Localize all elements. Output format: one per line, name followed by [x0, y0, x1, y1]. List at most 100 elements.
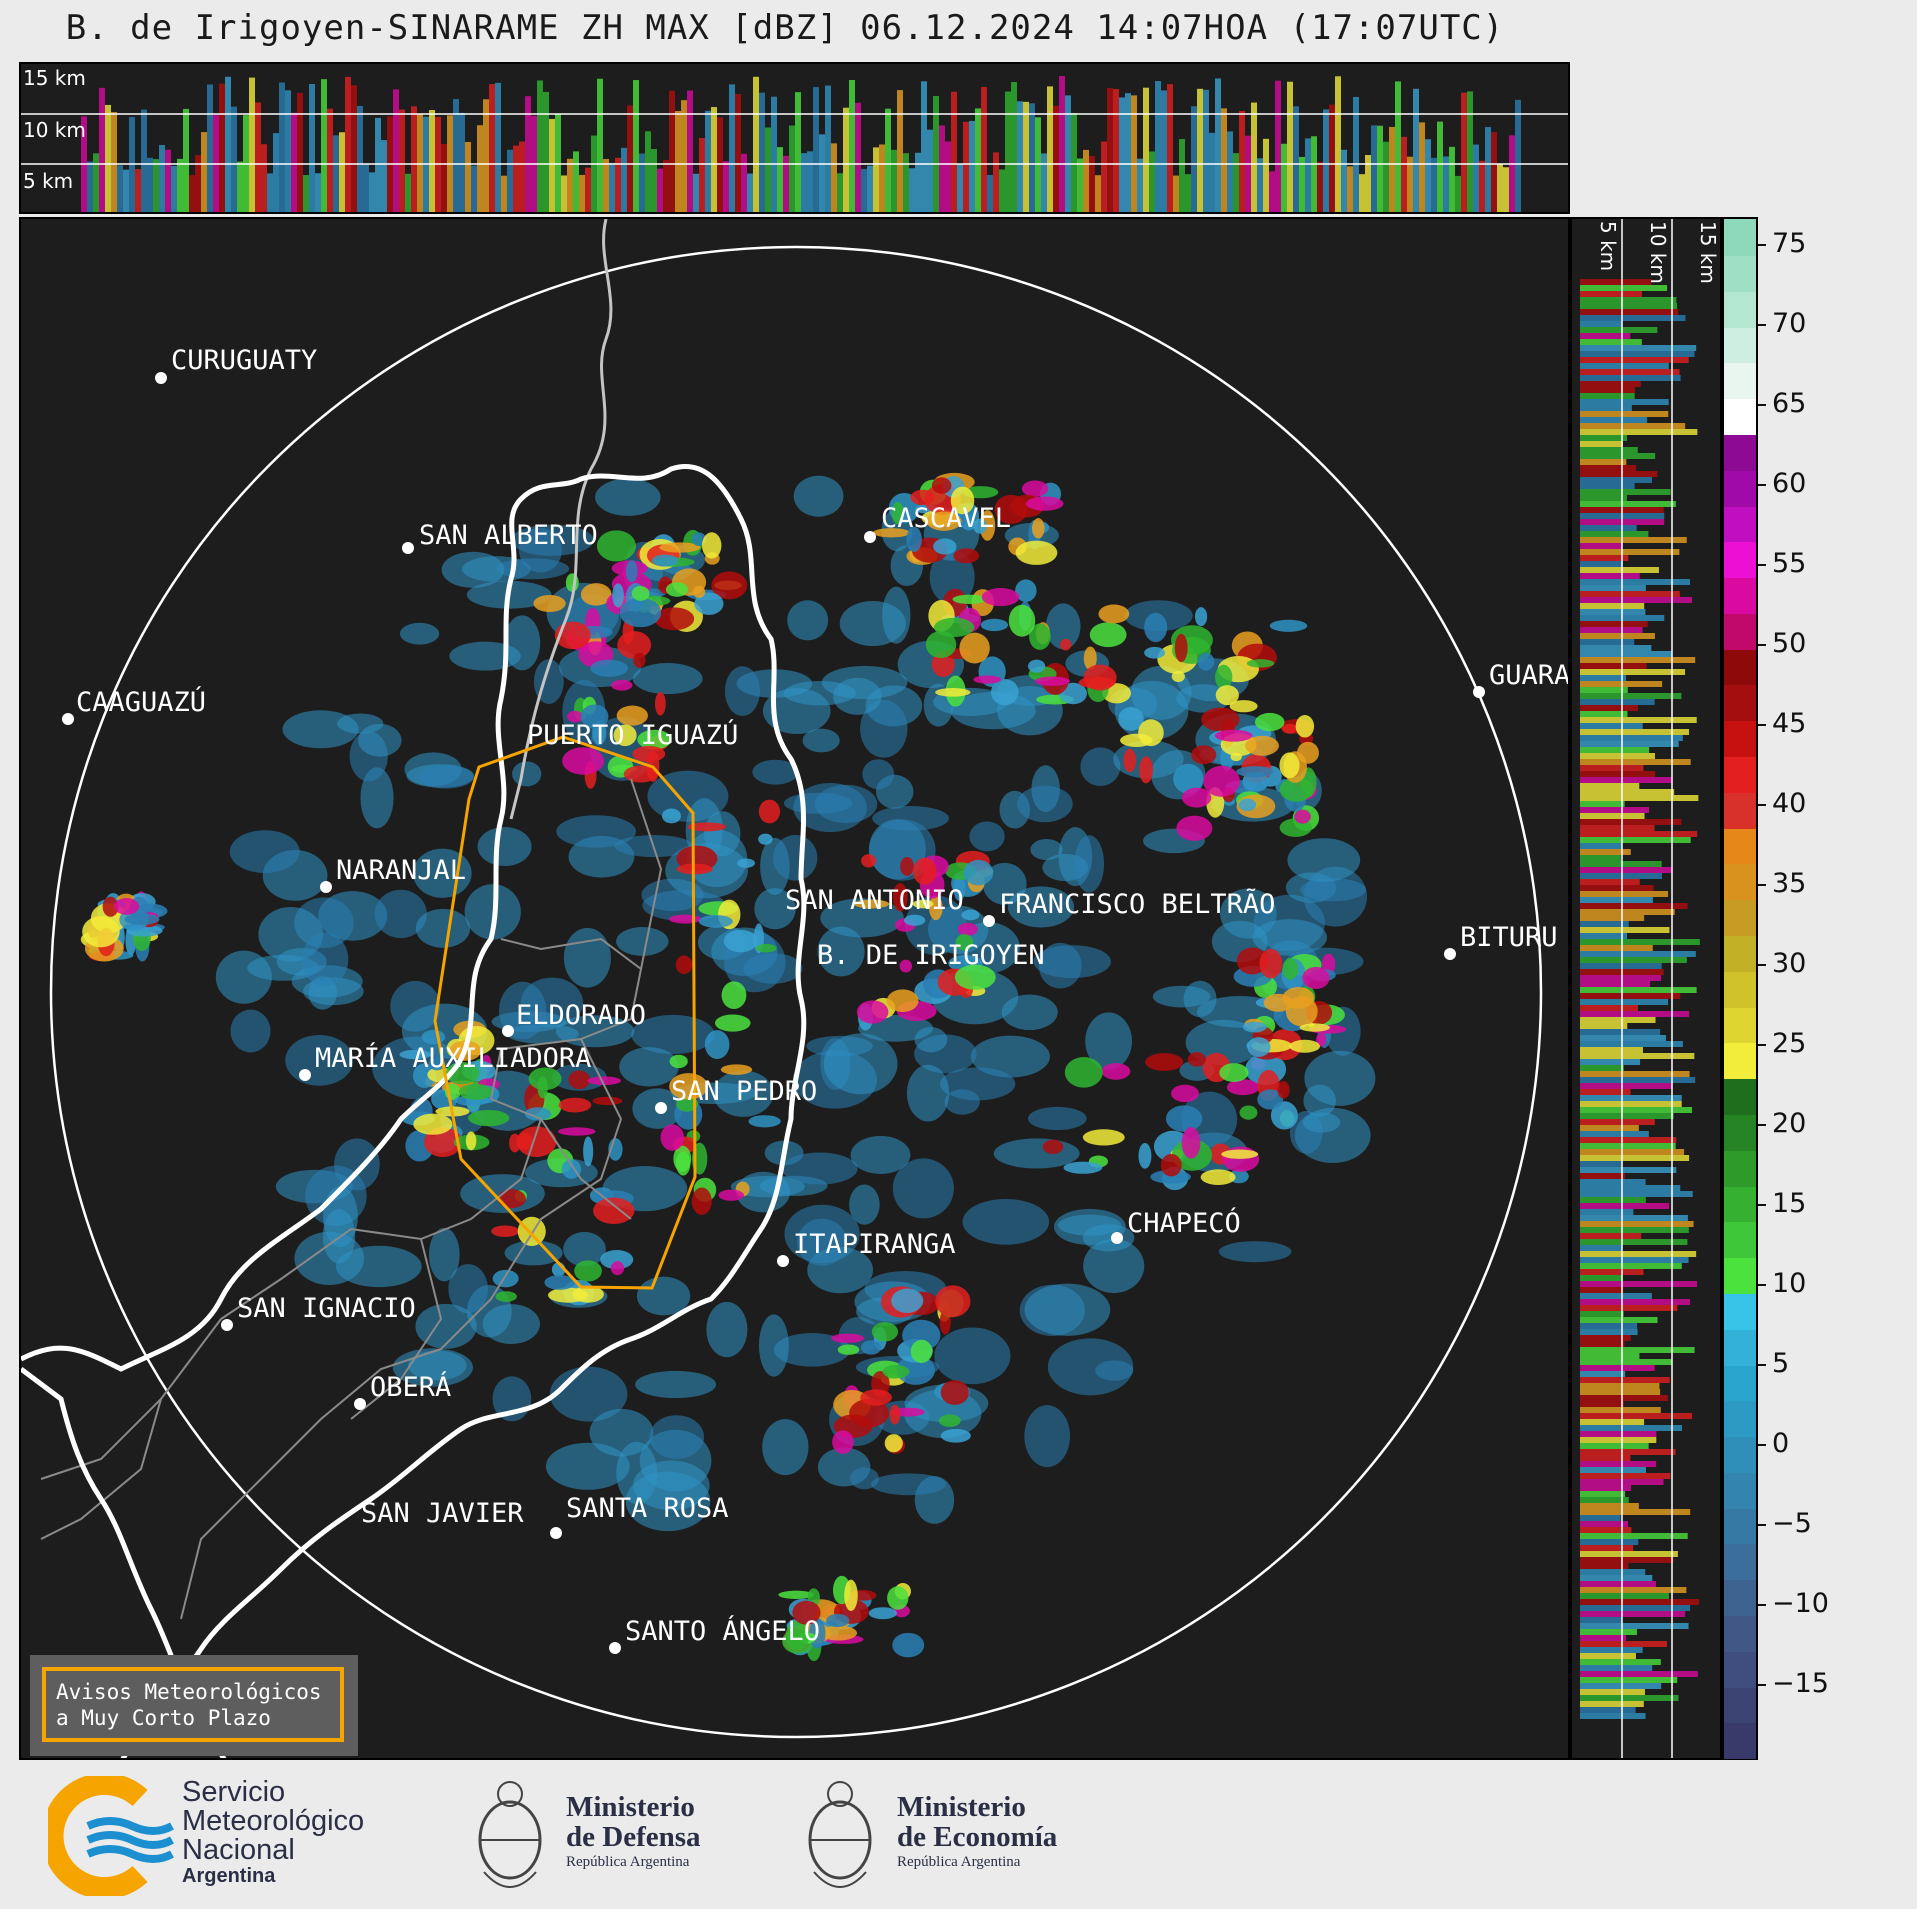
- profile-column: [627, 105, 633, 212]
- profile-column: [1173, 175, 1179, 212]
- echo-cell: [860, 1340, 882, 1355]
- echo-cell: [1074, 835, 1105, 893]
- profile-column: [255, 102, 261, 212]
- profile-column: [717, 117, 723, 212]
- colorbar-tick-label: 15: [1772, 1188, 1807, 1219]
- profile-row: [1580, 783, 1640, 789]
- profile-column: [1437, 121, 1443, 212]
- profile-row: [1580, 1047, 1643, 1053]
- colorbar-segment: [1724, 1364, 1756, 1402]
- echo-cell: [926, 511, 962, 531]
- profile-row: [1580, 1503, 1639, 1509]
- alt-vlabel-15km: 15 km: [1696, 221, 1720, 284]
- profile-row: [1580, 651, 1672, 657]
- profile-row: [1580, 501, 1676, 507]
- echo-cell: [408, 1350, 467, 1381]
- echo-cell: [826, 1613, 850, 1628]
- place-label: CHAPECÓ: [1127, 1207, 1241, 1239]
- echo-cell: [518, 527, 562, 573]
- profile-column: [1449, 146, 1455, 212]
- alert-line-1: Avisos Meteorológicos: [56, 1680, 322, 1704]
- echo-cell: [955, 934, 974, 951]
- colorbar-tick-mark: [1758, 1444, 1766, 1446]
- echo-cell: [1176, 815, 1213, 841]
- profile-row: [1580, 1071, 1690, 1077]
- echo-cell: [957, 922, 978, 936]
- profile-column: [573, 151, 579, 212]
- profile-row: [1580, 1041, 1683, 1047]
- echo-cell: [1165, 1105, 1203, 1132]
- echo-cell: [823, 1033, 898, 1095]
- profile-row: [1580, 957, 1687, 963]
- echo-cell: [1144, 612, 1168, 643]
- profile-column: [969, 120, 975, 212]
- profile-row: [1580, 477, 1653, 483]
- profile-row: [1580, 927, 1670, 933]
- place-dot: [609, 1642, 621, 1654]
- profile-row: [1580, 1149, 1685, 1155]
- echo-cell: [692, 585, 706, 598]
- echo-cell: [282, 710, 359, 749]
- profile-column: [129, 117, 135, 212]
- profile-column: [1137, 158, 1143, 212]
- profile-column: [153, 159, 159, 212]
- profile-column: [1281, 143, 1287, 212]
- profile-column: [735, 93, 741, 212]
- place-dot: [62, 713, 74, 725]
- profile-row: [1580, 1485, 1631, 1491]
- echo-cell: [783, 792, 853, 814]
- echo-cell: [632, 745, 666, 763]
- profile-column: [1479, 160, 1485, 212]
- profile-column: [189, 175, 195, 212]
- profile-column: [381, 140, 387, 212]
- echo-cell: [856, 1000, 889, 1024]
- echo-cell: [301, 932, 349, 987]
- profile-column: [417, 114, 423, 212]
- profile-column: [579, 174, 585, 212]
- economia-line-3: República Argentina: [897, 1854, 1021, 1870]
- echo-cell: [413, 1113, 453, 1135]
- profile-column: [1155, 81, 1161, 212]
- profile-column: [1065, 95, 1071, 212]
- profile-column: [483, 99, 489, 212]
- profile-row: [1580, 1083, 1672, 1089]
- colorbar-tick-label: 30: [1772, 948, 1807, 979]
- place-label: MARÍA AUXILIADORA: [315, 1042, 591, 1074]
- profile-row: [1580, 1359, 1672, 1365]
- colorbar-tick-mark: [1758, 244, 1766, 246]
- colorbar-tick-label: 75: [1772, 228, 1807, 259]
- colorbar-tick-label: −5: [1772, 1508, 1812, 1539]
- profile-row: [1580, 1221, 1694, 1227]
- echo-cell: [1024, 1283, 1111, 1336]
- colorbar-tick-label: 25: [1772, 1028, 1807, 1059]
- echo-cell: [544, 1275, 575, 1290]
- place-marker: CHAPECÓ: [1111, 1207, 1241, 1244]
- profile-column: [1515, 99, 1521, 212]
- colorbar-segment: [1724, 1435, 1756, 1473]
- profile-row: [1580, 1251, 1697, 1257]
- echo-cell: [817, 926, 865, 977]
- profile-row: [1580, 1173, 1626, 1179]
- profile-column: [363, 163, 369, 212]
- echo-cell: [891, 501, 904, 525]
- radar-map[interactable]: CURUGUATY SAN ALBERTO CASCAVEL CAAGUAZÚ PUER…: [19, 217, 1570, 1760]
- profile-row: [1580, 1581, 1657, 1587]
- profile-column: [93, 153, 99, 212]
- top-altitude-panel: 15 km 10 km 5 km: [19, 62, 1570, 214]
- echo-cell: [562, 747, 605, 775]
- echo-cell: [557, 1127, 596, 1136]
- profile-row: [1580, 417, 1648, 423]
- echo-cell: [1064, 1057, 1103, 1088]
- echo-cell: [572, 1285, 604, 1303]
- echo-cell: [1229, 700, 1258, 713]
- echo-cell: [1160, 1153, 1182, 1177]
- profile-row: [1580, 855, 1621, 861]
- chart-title: B. de Irigoyen-SINARAME ZH MAX [dBZ] 06.…: [65, 8, 1505, 48]
- profile-column: [693, 173, 699, 212]
- profile-row: [1580, 1389, 1661, 1395]
- profile-row: [1580, 1575, 1653, 1581]
- profile-column: [315, 173, 321, 212]
- colorbar-tick-mark: [1758, 1044, 1766, 1046]
- place-marker: ELDORADO: [502, 1000, 646, 1037]
- echo-cell: [973, 518, 988, 534]
